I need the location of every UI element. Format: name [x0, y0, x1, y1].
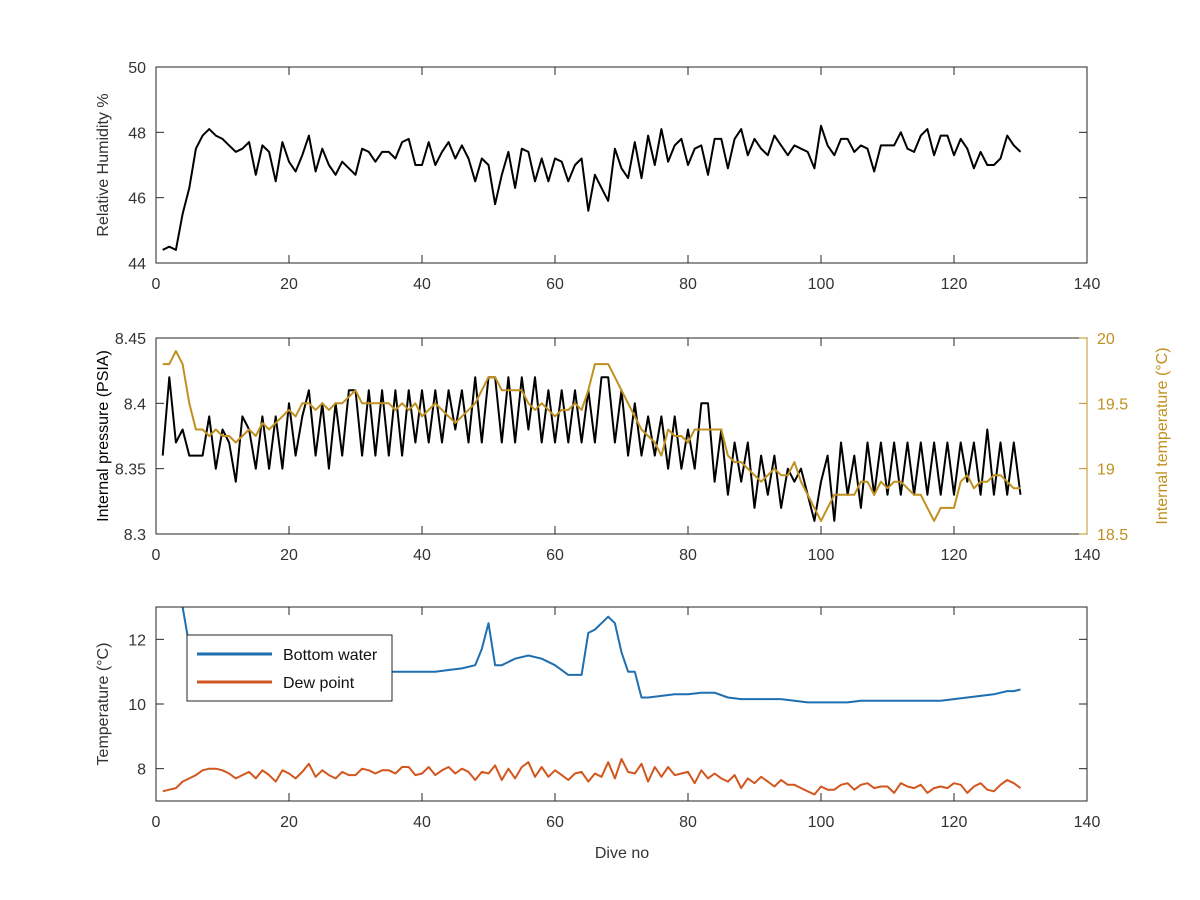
y2-tick-label: 19.5	[1097, 396, 1128, 413]
x-tick-label: 0	[152, 814, 161, 831]
x-tick-label: 60	[546, 276, 564, 293]
x-tick-label: 140	[1074, 276, 1101, 293]
x-tick-label: 20	[280, 276, 298, 293]
legend-box	[186, 634, 393, 702]
series-group	[161, 350, 1022, 522]
y-tick-label: 8.3	[124, 527, 146, 544]
plot-frame	[155, 337, 1088, 535]
x-tick-label: 0	[152, 276, 161, 293]
y-tick-label: 8.4	[124, 396, 146, 413]
x-tick-label: 100	[808, 547, 835, 564]
y2-tick-label: 19	[1097, 462, 1115, 479]
y-tick-label: 12	[128, 632, 146, 649]
y-axis-label: Relative Humidity %	[95, 93, 112, 236]
x-tick-label: 80	[679, 276, 697, 293]
x-tick-label: 60	[546, 814, 564, 831]
y-tick-label: 44	[128, 256, 146, 273]
y2-axis-label: Internal temperature (°C)	[1154, 347, 1171, 524]
x-tick-label: 140	[1074, 547, 1101, 564]
series-line-series-1	[162, 350, 1021, 522]
legend-label: Dew point	[283, 675, 355, 692]
x-tick-label: 100	[808, 276, 835, 293]
x-tick-label: 80	[679, 814, 697, 831]
x-tick-label: 140	[1074, 814, 1101, 831]
x-tick-label: 0	[152, 547, 161, 564]
x-tick-label: 60	[546, 547, 564, 564]
humidity-panel: 0 20 40 60 80 100 120 140 44 46 48 50 Relative Humid…	[95, 60, 1100, 293]
y-tick-label: 8.35	[115, 462, 146, 479]
y-axis-label: Internal pressure (PSIA)	[95, 350, 112, 522]
x-tick-label: 120	[941, 276, 968, 293]
x-tick-label: 120	[941, 814, 968, 831]
y-tick-label: 8	[137, 762, 146, 779]
y2-tick-label: 18.5	[1097, 527, 1128, 544]
series-line-series-0	[162, 124, 1022, 251]
y-tick-label: 10	[128, 697, 146, 714]
legend-label: Bottom water	[283, 647, 378, 664]
series-group	[162, 124, 1022, 251]
y-tick-label: 46	[128, 191, 146, 208]
y-axis-label: Temperature (°C)	[95, 643, 112, 766]
legend: Bottom water Dew point	[186, 634, 393, 702]
x-tick-label: 80	[679, 547, 697, 564]
plot-frame	[155, 66, 1088, 264]
y-tick-label: 50	[128, 60, 146, 77]
y2-tick-label: 20	[1097, 331, 1115, 348]
x-tick-label: 40	[413, 547, 431, 564]
x-tick-label: 40	[413, 276, 431, 293]
pressure-temperature-panel: 0 20 40 60 80 100 120 140 8.3 8.35 8.4 8.45 18.5 19 19…	[95, 331, 1171, 564]
x-tick-label: 40	[413, 814, 431, 831]
series-line-dew-point	[162, 758, 1022, 796]
y-tick-label: 8.45	[115, 331, 146, 348]
x-axis-label: Dive no	[595, 845, 649, 862]
x-tick-label: 100	[808, 814, 835, 831]
temperature-panel: 0 20 40 60 80 100 120 140 8 10 12 Temperature (°C) B…	[95, 606, 1101, 831]
x-tick-label: 20	[280, 547, 298, 564]
x-tick-label: 120	[941, 547, 968, 564]
y-tick-label: 48	[128, 125, 146, 142]
series-line-series-0	[161, 376, 1022, 522]
x-tick-label: 20	[280, 814, 298, 831]
